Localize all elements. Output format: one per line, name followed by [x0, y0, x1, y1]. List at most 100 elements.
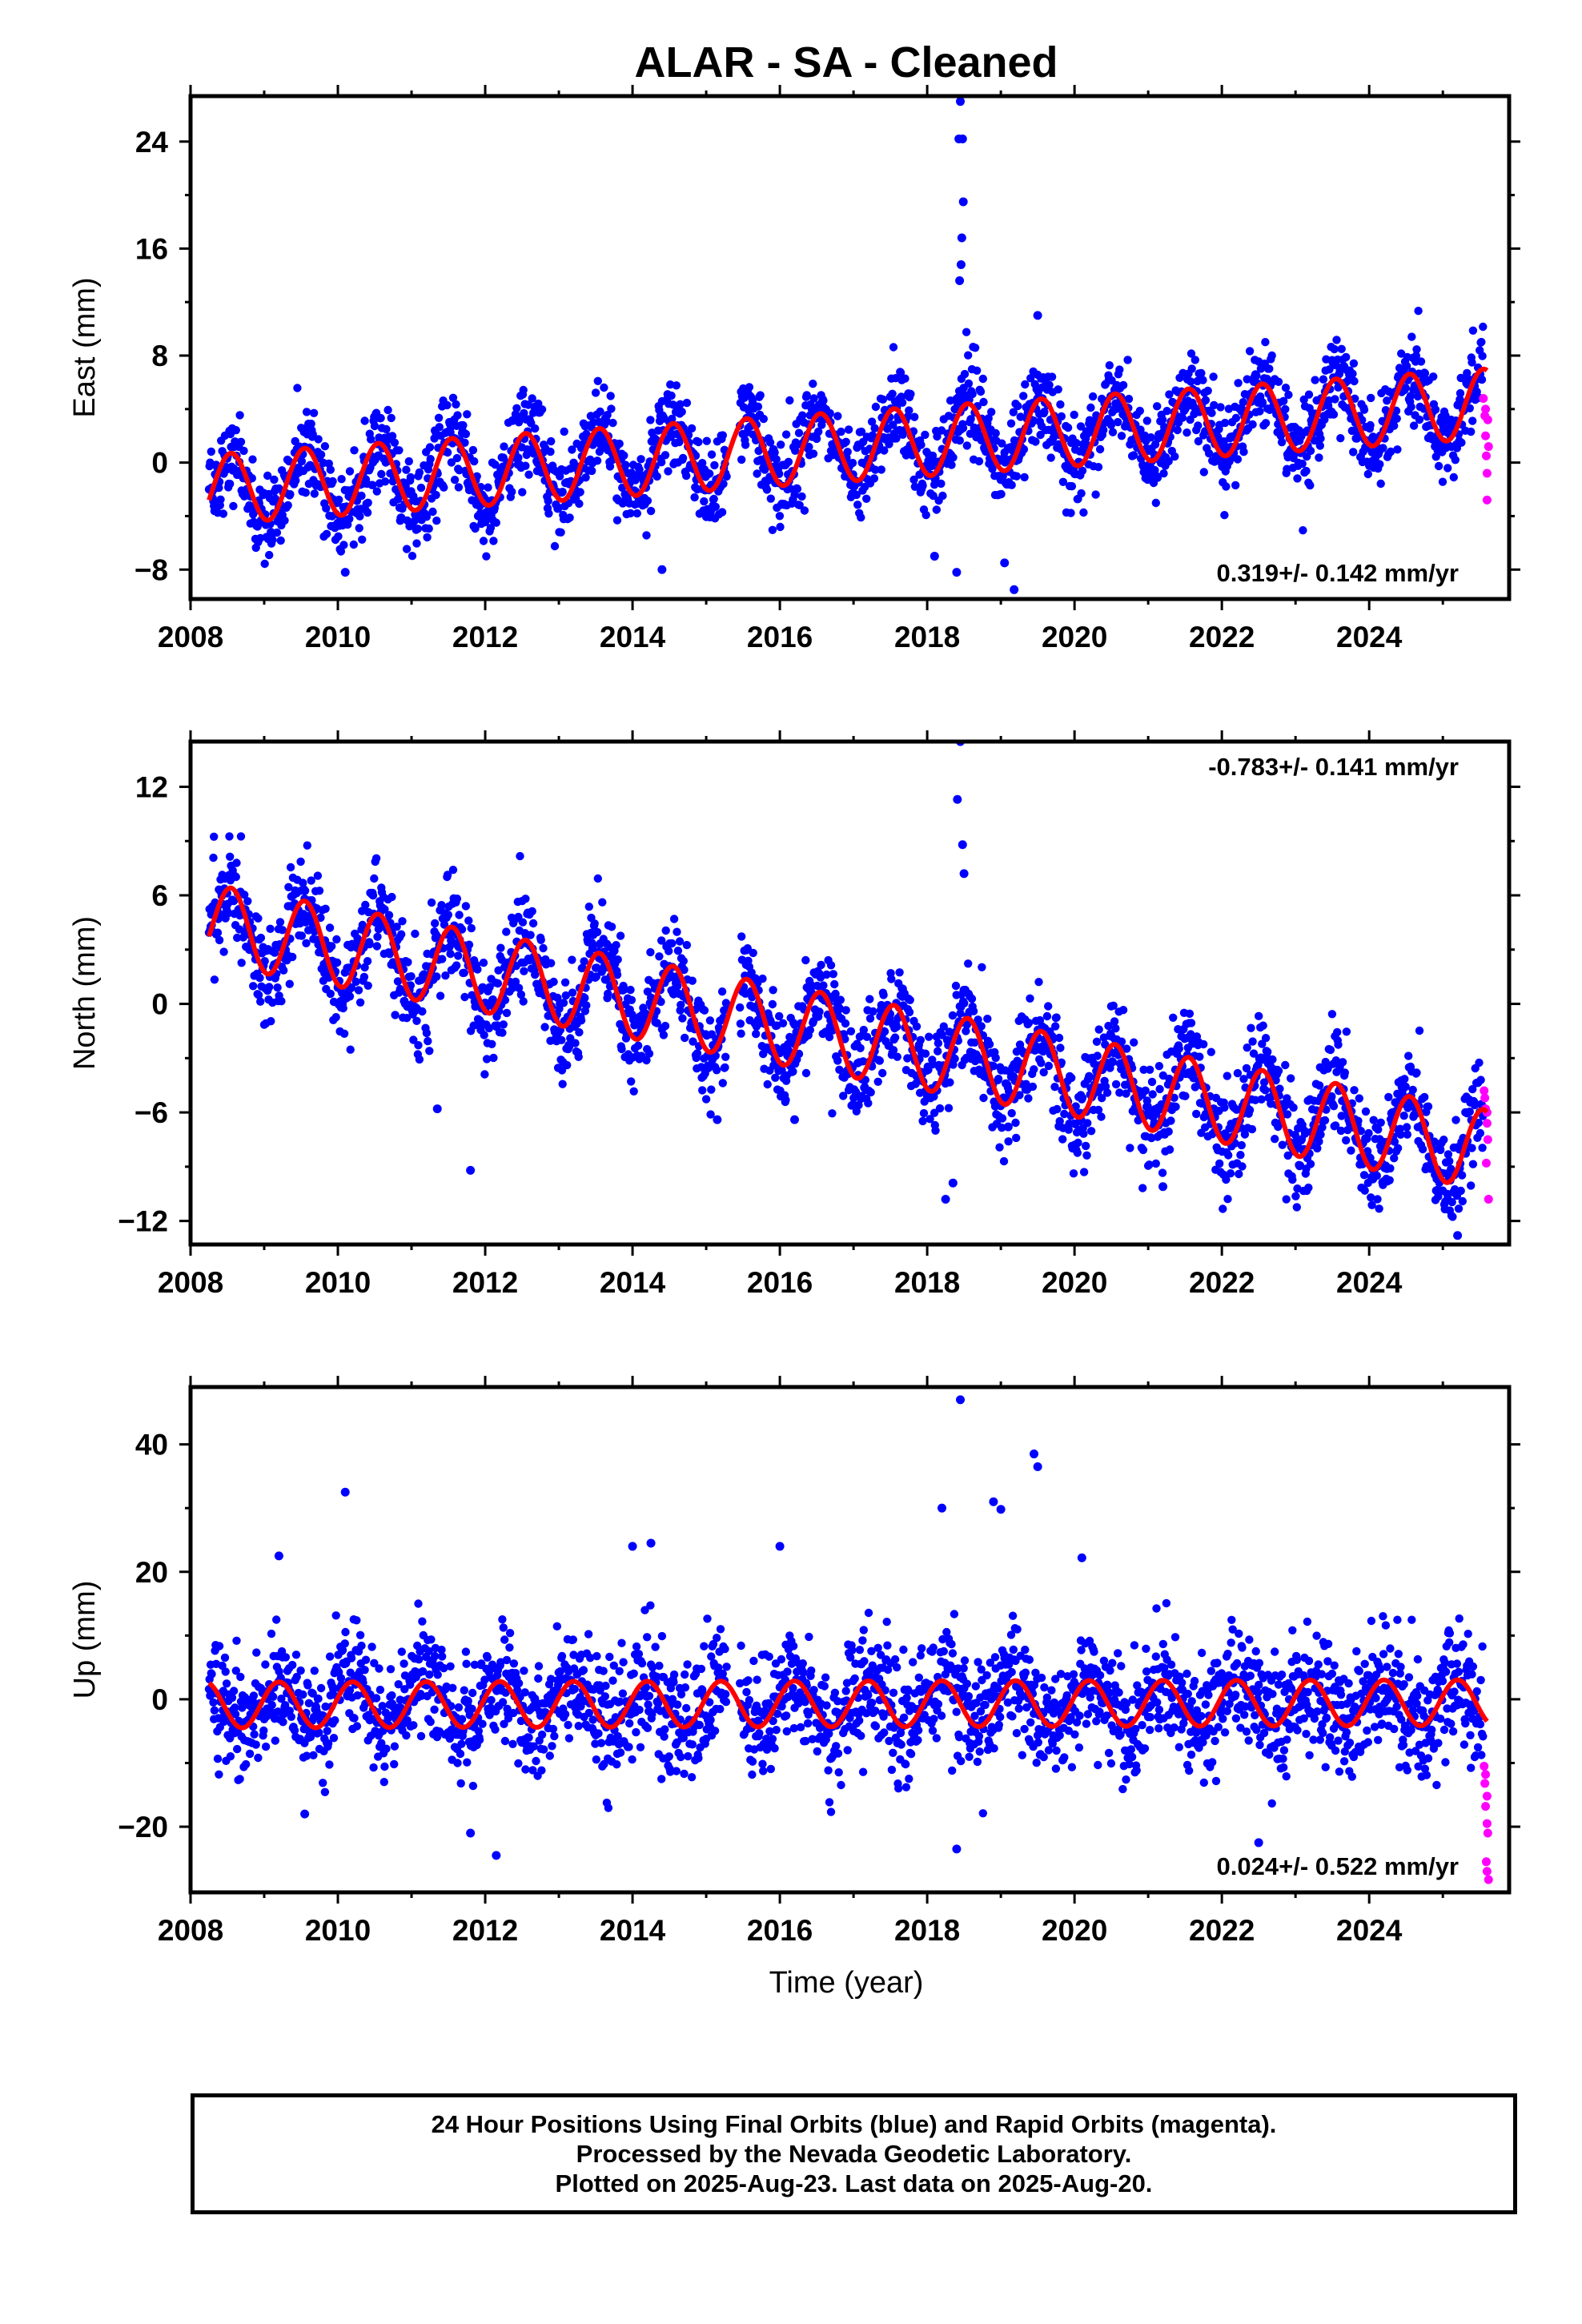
final-orbit-point	[1054, 385, 1062, 394]
final-orbit-point	[1077, 489, 1086, 498]
final-orbit-point	[415, 468, 424, 477]
final-orbit-point	[693, 1049, 702, 1058]
final-orbit-point	[358, 535, 367, 544]
final-orbit-point	[290, 1726, 299, 1735]
final-orbit-point	[785, 485, 795, 493]
final-orbit-point	[473, 965, 482, 974]
final-orbit-point	[450, 476, 460, 485]
final-orbit-point	[673, 947, 683, 955]
final-orbit-point	[580, 993, 589, 1003]
final-orbit-point	[928, 1059, 938, 1069]
final-orbit-point	[1243, 375, 1251, 384]
final-orbit-point	[322, 504, 331, 513]
final-orbit-point	[906, 389, 915, 399]
final-orbit-point	[616, 931, 625, 940]
final-orbit-point	[1099, 425, 1108, 435]
final-orbit-point	[537, 405, 547, 414]
final-orbit-point	[627, 1077, 636, 1086]
final-orbit-point	[278, 926, 287, 935]
final-orbit-point	[280, 516, 289, 525]
x-tick-label: 2008	[158, 1914, 223, 1947]
final-orbit-point	[448, 393, 458, 402]
final-orbit-point	[700, 1006, 709, 1015]
final-orbit-point	[309, 408, 319, 417]
final-orbit-point	[1164, 456, 1173, 466]
final-orbit-point	[488, 1039, 496, 1049]
final-orbit-point	[440, 483, 448, 492]
final-orbit-point	[1306, 446, 1315, 456]
final-orbit-point	[1115, 1088, 1124, 1097]
final-orbit-point	[1067, 1073, 1076, 1083]
final-orbit-point	[297, 456, 307, 466]
final-orbit-point	[499, 1020, 508, 1029]
final-orbit-point	[1020, 472, 1029, 482]
final-orbit-point	[219, 509, 228, 518]
final-orbit-point	[216, 495, 225, 504]
final-orbit-point	[1475, 1058, 1484, 1068]
final-orbit-point	[956, 1009, 965, 1018]
final-orbit-point	[560, 427, 568, 436]
final-orbit-point	[1157, 1100, 1166, 1109]
final-orbit-point	[1467, 427, 1476, 436]
final-orbit-point	[1243, 1043, 1251, 1052]
final-orbit-point	[1054, 1033, 1064, 1043]
final-orbit-point	[489, 537, 498, 545]
final-orbit-point	[805, 442, 813, 452]
final-orbit-point	[1369, 1116, 1378, 1124]
final-orbit-point	[302, 408, 311, 416]
final-orbit-point	[717, 987, 727, 996]
final-orbit-point	[833, 1056, 842, 1065]
final-orbit-point	[1331, 1121, 1340, 1130]
final-orbit-point	[430, 434, 439, 443]
final-orbit-point	[1146, 1065, 1154, 1075]
final-orbit-point	[839, 1092, 848, 1100]
final-orbit-point	[1139, 1065, 1148, 1075]
final-orbit-point	[661, 451, 670, 460]
final-orbit-point	[629, 1087, 638, 1096]
final-orbit-point	[300, 887, 310, 895]
final-orbit-point	[1069, 1169, 1078, 1178]
final-orbit-point	[672, 381, 681, 390]
final-orbit-point	[1117, 1037, 1126, 1046]
final-orbit-point	[848, 458, 857, 468]
final-orbit-point	[207, 1670, 216, 1679]
final-orbit-point	[945, 1027, 954, 1036]
final-orbit-point	[1263, 1047, 1272, 1056]
final-orbit-point	[452, 895, 462, 903]
final-orbit-point	[1465, 404, 1475, 412]
final-orbit-point	[215, 935, 224, 945]
final-orbit-point	[568, 988, 577, 997]
final-orbit-point	[1279, 396, 1288, 405]
final-orbit-point	[768, 999, 777, 1009]
final-orbit-point	[1468, 326, 1478, 335]
final-orbit-point	[809, 449, 818, 458]
final-orbit-point	[404, 958, 412, 967]
final-orbit-point	[1053, 1104, 1062, 1114]
outlier-point	[1033, 311, 1042, 320]
final-orbit-point	[443, 448, 452, 457]
final-orbit-point	[407, 972, 416, 981]
final-orbit-point	[1274, 1067, 1283, 1076]
final-orbit-point	[1340, 1068, 1350, 1077]
final-orbit-point	[1046, 453, 1055, 462]
final-orbit-point	[425, 443, 435, 452]
final-orbit-point	[460, 992, 469, 1002]
outlier-point	[956, 97, 966, 107]
final-orbit-point	[865, 1014, 875, 1023]
final-orbit-point	[718, 431, 727, 440]
final-orbit-point	[871, 465, 880, 474]
final-orbit-point	[646, 947, 655, 957]
final-orbit-point	[575, 1027, 584, 1037]
final-orbit-point	[373, 932, 382, 942]
outlier-point	[1003, 1122, 1013, 1132]
final-orbit-point	[921, 1049, 930, 1058]
final-orbit-point	[307, 420, 315, 428]
final-orbit-point	[1186, 349, 1196, 358]
final-orbit-point	[912, 1022, 921, 1031]
final-orbit-point	[564, 1043, 574, 1051]
final-orbit-point	[560, 978, 570, 987]
final-orbit-point	[605, 462, 615, 471]
final-orbit-point	[1390, 421, 1399, 430]
final-orbit-point	[819, 981, 828, 990]
final-orbit-point	[700, 497, 709, 506]
